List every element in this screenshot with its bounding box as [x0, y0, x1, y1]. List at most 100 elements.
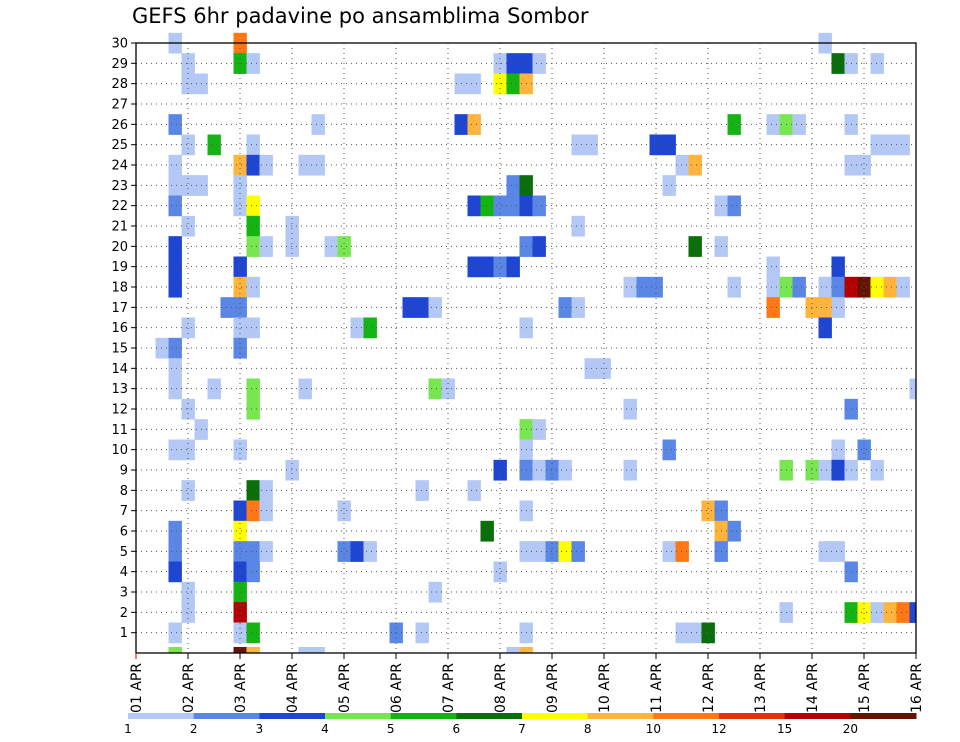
heatmap-cell	[506, 256, 520, 278]
heatmap-cell	[727, 195, 741, 217]
heatmap-cell	[337, 236, 351, 257]
x-tick-label: 02 APR	[181, 663, 197, 713]
heatmap-cell	[220, 297, 234, 318]
y-tick-label: 15	[111, 342, 128, 357]
y-tick-label: 20	[111, 240, 128, 255]
heatmap-cell	[233, 317, 247, 339]
colorbar-label: 15	[777, 722, 792, 736]
heatmap-cell	[467, 73, 481, 95]
heatmap-cell	[233, 195, 247, 217]
x-tick-label: 05 APR	[337, 663, 353, 713]
heatmap-cell	[246, 480, 260, 501]
heatmap-cell	[662, 175, 676, 196]
y-tick-label: 2	[120, 606, 128, 621]
heatmap-cell	[493, 459, 507, 481]
heatmap-cell	[246, 215, 260, 237]
heatmap-cell	[168, 276, 182, 298]
colorbar-swatch	[193, 713, 260, 719]
heatmap-cell	[467, 256, 481, 278]
colorbar-swatch	[259, 713, 326, 719]
heatmap-cell	[246, 500, 260, 522]
y-tick-label: 8	[120, 484, 128, 499]
y-tick-label: 11	[111, 423, 128, 438]
heatmap-cell	[831, 439, 845, 461]
heatmap-cell	[168, 337, 182, 359]
heatmap-cell	[506, 195, 520, 217]
heatmap-cell	[168, 378, 182, 400]
heatmap-cell	[181, 480, 195, 501]
heatmap-cell	[818, 317, 832, 339]
heatmap-cell	[818, 459, 832, 481]
heatmap-cell	[896, 602, 910, 623]
heatmap-cell	[558, 541, 572, 562]
heatmap-cell	[506, 73, 520, 95]
heatmap-cell	[233, 439, 247, 461]
heatmap-cell	[571, 541, 585, 562]
heatmap-cell	[831, 256, 845, 278]
heatmap-cell	[831, 276, 845, 298]
x-tick-label: 09 APR	[545, 663, 561, 713]
heatmap-cell	[363, 541, 377, 562]
colorbar-label: 4	[321, 722, 329, 736]
heatmap-cell	[233, 541, 247, 562]
heatmap-cell	[701, 622, 715, 644]
heatmap-cell	[168, 622, 182, 644]
heatmap-cell	[857, 276, 871, 298]
heatmap-cell	[246, 276, 260, 298]
heatmap-cell	[350, 541, 364, 562]
heatmap-cell	[623, 276, 637, 298]
heatmap-cell	[818, 276, 832, 298]
heatmap-cell	[870, 459, 884, 481]
heatmap-cell	[532, 195, 546, 217]
y-tick-label: 14	[111, 362, 128, 377]
heatmap-cell	[168, 236, 182, 257]
heatmap-cell	[870, 276, 884, 298]
heatmap-cell	[168, 358, 182, 379]
heatmap-cell	[519, 647, 533, 654]
colorbar-swatch	[587, 713, 654, 719]
y-tick-label: 24	[111, 159, 128, 174]
x-tick-label: 14 APR	[805, 663, 821, 713]
heatmap-cell	[233, 520, 247, 542]
heatmap-cell	[233, 175, 247, 196]
heatmap-cell	[532, 53, 546, 74]
heatmap-cell	[337, 541, 351, 562]
heatmap-cell	[168, 520, 182, 542]
y-tick-label: 5	[120, 545, 128, 560]
heatmap-cell	[883, 276, 897, 298]
heatmap-cell	[168, 256, 182, 278]
y-tick-label: 29	[111, 57, 128, 72]
heatmap-cell	[766, 256, 780, 278]
heatmap-cell	[558, 297, 572, 318]
heatmap-cells	[155, 32, 917, 654]
y-axis: 1234567891011121314151617181920212223242…	[111, 37, 136, 641]
heatmap-cell	[766, 276, 780, 298]
colorbar-swatch	[653, 713, 720, 719]
heatmap-cell	[181, 215, 195, 237]
heatmap-cell	[857, 154, 871, 176]
heatmap-cell	[233, 256, 247, 278]
heatmap-cell	[246, 647, 260, 654]
heatmap-cell	[415, 297, 429, 318]
heatmap-cell	[792, 276, 806, 298]
x-tick-label: 11 APR	[649, 663, 665, 713]
heatmap-cell	[233, 276, 247, 298]
colorbar: 1 2 3 4 5 6 7 8 10 12 15 20	[124, 713, 917, 736]
x-tick-label: 01 APR	[129, 663, 145, 713]
heatmap-cell	[545, 541, 559, 562]
colorbar-swatch	[128, 713, 195, 719]
heatmap-cell	[896, 134, 910, 156]
heatmap-cell	[246, 398, 260, 420]
heatmap-cell	[181, 175, 195, 196]
heatmap-cell	[545, 459, 559, 481]
heatmap-cell	[298, 647, 312, 654]
colorbar-label: 10	[646, 722, 661, 736]
heatmap-cell	[246, 134, 260, 156]
heatmap-cell	[207, 134, 221, 156]
heatmap-cell	[207, 378, 221, 400]
heatmap-cell	[168, 154, 182, 176]
heatmap-cell	[636, 276, 650, 298]
heatmap-cell	[480, 195, 494, 217]
heatmap-cell	[428, 297, 442, 318]
x-tick-label: 12 APR	[701, 663, 717, 713]
